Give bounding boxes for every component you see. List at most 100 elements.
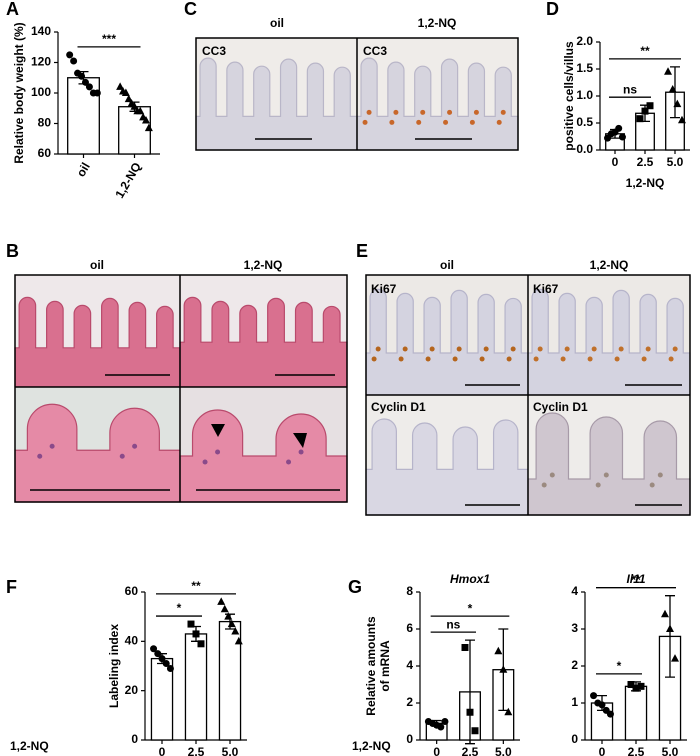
data-point — [217, 597, 226, 605]
column-header: 1,2-NQ — [244, 258, 283, 272]
y-tick-label: 100 — [31, 85, 51, 99]
stain-spot — [443, 119, 449, 125]
x-axis-label: 1,2-NQ — [626, 176, 665, 190]
data-point — [158, 655, 166, 663]
stain-spot — [119, 453, 125, 459]
stain-label: Ki67 — [371, 282, 397, 296]
y-tick-label: 6 — [406, 621, 413, 635]
data-point — [441, 718, 449, 725]
data-point — [677, 115, 686, 124]
stain-spot — [447, 109, 453, 115]
data-point — [234, 636, 243, 645]
data-point — [504, 707, 513, 716]
x-tick-label: oil — [74, 160, 93, 179]
stain-spot — [132, 443, 138, 449]
stain-spot — [500, 109, 506, 115]
chart-title: Hmox1 — [450, 572, 490, 586]
y-tick-label: 60 — [125, 584, 139, 598]
data-point — [632, 684, 640, 692]
data-point — [66, 51, 74, 59]
data-point — [130, 102, 139, 110]
significance-label: ** — [191, 579, 201, 593]
column-header: oil — [270, 16, 284, 30]
error-bar — [465, 639, 475, 745]
y-tick-label: 1.0 — [576, 88, 593, 102]
stain-spot — [371, 356, 377, 362]
tissue — [527, 288, 691, 396]
stain-spot — [479, 356, 485, 362]
x-tick-label: 0 — [612, 155, 619, 169]
y-tick-label: 4 — [406, 658, 413, 672]
x-tick-label: 2.5 — [188, 745, 205, 756]
stain-spot — [591, 346, 597, 352]
tissue — [14, 296, 181, 388]
bar — [624, 685, 648, 741]
y-tick-label: 2 — [406, 695, 413, 709]
significance-label: * — [617, 659, 622, 673]
panel-frame — [14, 274, 348, 503]
stain-spot — [537, 346, 543, 352]
bar — [67, 77, 100, 155]
data-point — [615, 124, 623, 132]
x-tick-label: 0 — [433, 745, 440, 756]
data-point — [121, 88, 130, 96]
data-point — [93, 89, 101, 97]
y-tick-label: 4 — [571, 584, 578, 598]
chart-title: Il11 — [626, 572, 645, 586]
y-tick-label: 0.0 — [576, 142, 593, 156]
y-tick-label: 0.5 — [576, 115, 593, 129]
data-point — [231, 626, 240, 635]
tissue — [365, 418, 529, 516]
stain-spot — [49, 443, 55, 449]
stain-spot — [672, 346, 678, 352]
data-point — [116, 82, 125, 90]
y-tick-label: 60 — [38, 146, 52, 160]
panel-letter: C — [184, 0, 197, 19]
data-point — [227, 619, 236, 628]
x-tick-label: 5.0 — [667, 155, 684, 169]
error-bar — [665, 595, 675, 678]
data-point — [668, 85, 677, 93]
column-header: 1,2-NQ — [418, 16, 457, 30]
data-point — [136, 106, 145, 115]
stain-spot — [595, 482, 601, 488]
y-tick-label: 0 — [406, 732, 413, 746]
bar — [218, 620, 242, 741]
stain-spot — [473, 109, 479, 115]
y-tick-label: 1.5 — [576, 61, 593, 75]
stain-spot — [286, 459, 292, 465]
stain-spot — [506, 356, 512, 362]
y-tick-label: 8 — [406, 584, 413, 598]
data-point — [641, 107, 649, 115]
stain-spot — [560, 356, 566, 362]
x-tick-label: 2.5 — [462, 745, 479, 756]
stain-spot — [402, 346, 408, 352]
stain-spot — [366, 109, 372, 115]
stain-spot — [510, 346, 516, 352]
data-point — [461, 644, 469, 651]
x-tick-label: 0 — [599, 745, 606, 756]
data-point — [466, 708, 474, 716]
stain-spot — [429, 346, 435, 352]
data-point — [618, 133, 626, 141]
stain-spot — [657, 472, 663, 478]
data-point — [636, 115, 644, 123]
stain-spot — [614, 356, 620, 362]
stain-spot — [641, 356, 647, 362]
significance-label: * — [468, 601, 473, 615]
stain-label: Cyclin D1 — [533, 400, 588, 414]
stain-spot — [425, 356, 431, 362]
stain-spot — [298, 449, 304, 455]
stain-spot — [37, 453, 43, 459]
x-tick-label: 2.5 — [637, 155, 654, 169]
stain-spot — [541, 482, 547, 488]
y-tick-label: 140 — [31, 24, 51, 38]
y-tick-label: 1 — [571, 695, 578, 709]
significance-label: ** — [640, 44, 650, 58]
data-point — [197, 640, 205, 648]
stain-spot — [452, 356, 458, 362]
y-tick-label: 0 — [571, 732, 578, 746]
data-point — [664, 67, 673, 75]
data-point — [70, 57, 78, 65]
stain-spot — [456, 346, 462, 352]
